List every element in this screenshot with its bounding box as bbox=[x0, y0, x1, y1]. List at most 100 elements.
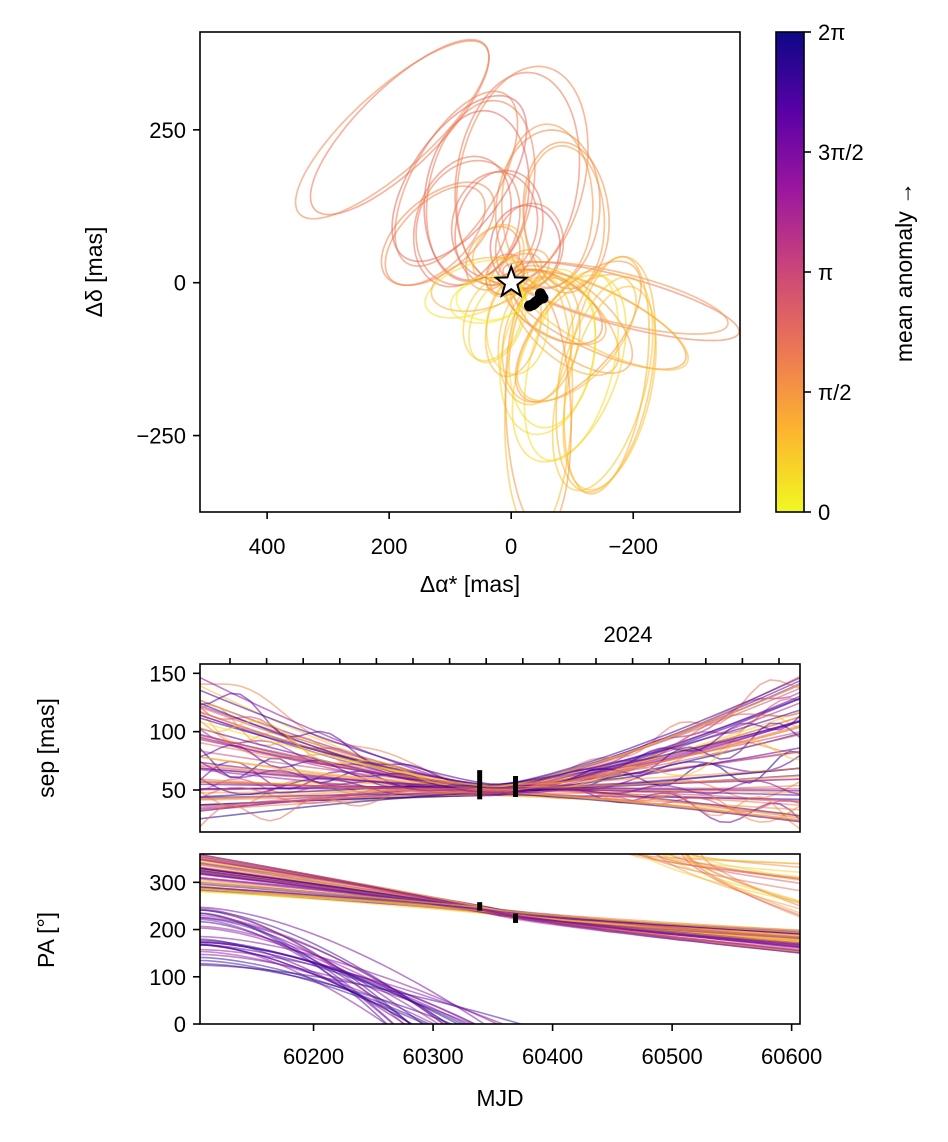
sep-curve-63 bbox=[200, 683, 800, 788]
pa-wrap-curve-14 bbox=[200, 948, 504, 1024]
orbit-12-1 bbox=[563, 255, 650, 495]
orbit-26-1 bbox=[516, 273, 637, 402]
sep-y-label: sep [mas] bbox=[33, 698, 59, 798]
sep-plot-frame bbox=[199, 663, 801, 833]
colorbar-tick-label: 2π bbox=[818, 20, 845, 45]
sep-y-ticks: 50 100 150 bbox=[149, 661, 200, 803]
orbit-5-1 bbox=[384, 185, 486, 286]
colorbar-tick-label: π bbox=[818, 260, 833, 285]
pa-observations bbox=[477, 902, 519, 923]
pa-x-ticks: 60200 60300 60400 60500 60600 bbox=[283, 1024, 822, 1069]
colorbar-tick-label: 0 bbox=[818, 500, 830, 525]
orbit-4-0 bbox=[412, 155, 512, 288]
pa-wrap-curve-50 bbox=[200, 956, 430, 1024]
orbit-24-0 bbox=[394, 90, 519, 267]
top-axis-year: 2024 bbox=[604, 622, 653, 647]
sep-y-tick-label: 100 bbox=[149, 720, 186, 745]
star-icon bbox=[493, 263, 530, 298]
sky-y-label: Δδ [mas] bbox=[81, 227, 107, 318]
pa-wrap-right-3 bbox=[657, 854, 800, 910]
pa-wrap-right-51 bbox=[661, 854, 800, 865]
orbit-4-1 bbox=[415, 159, 521, 286]
colorbar-tick-label: π/2 bbox=[818, 380, 852, 405]
star-marker bbox=[493, 263, 530, 298]
orbit-13-0 bbox=[551, 275, 654, 492]
orbit-24-1 bbox=[391, 94, 528, 263]
pa-x-tick-label: 60600 bbox=[761, 1044, 822, 1069]
sep-y-tick-label: 50 bbox=[162, 778, 186, 803]
sky-x-tick-label: 0 bbox=[505, 534, 517, 559]
pa-wrap-curve-54 bbox=[200, 914, 445, 1024]
orbit-13-1 bbox=[562, 285, 657, 491]
pa-wrap-curve-40 bbox=[200, 944, 412, 1024]
sky-x-ticks: 400 200 0 −200 bbox=[249, 512, 658, 559]
pa-wrap-right-45 bbox=[664, 854, 800, 903]
sep-plot: 50 100 150 2024 sep [mas] bbox=[33, 622, 801, 833]
pa-wrap-curve-58 bbox=[200, 941, 476, 1024]
orbit-21-1 bbox=[485, 253, 525, 296]
sep-top-ticks bbox=[229, 658, 780, 664]
pa-y-tick-label: 100 bbox=[149, 965, 186, 990]
orbit-2-1 bbox=[423, 109, 530, 281]
pa-wrap-right-12 bbox=[654, 854, 800, 885]
pa-wrap-curve-0 bbox=[200, 959, 426, 1024]
sep-curves bbox=[200, 675, 800, 830]
pa-wrap-curve-18 bbox=[200, 909, 411, 1024]
pa-wrap-curve-6 bbox=[200, 920, 412, 1024]
orbit-22-0 bbox=[454, 169, 544, 286]
pa-x-tick-label: 60400 bbox=[522, 1044, 583, 1069]
sep-curve-69 bbox=[200, 761, 800, 796]
pa-plot-frame bbox=[199, 853, 801, 1025]
sep-y-tick-label: 150 bbox=[149, 661, 186, 686]
pa-y-tick-label: 0 bbox=[174, 1012, 186, 1037]
orbit-0-0 bbox=[294, 40, 490, 220]
colorbar-label: mean anomaly → bbox=[891, 182, 917, 362]
orbit-3-1 bbox=[500, 123, 594, 289]
orbit-17-1 bbox=[484, 275, 543, 378]
sky-plot: 400 200 0 −200 −250 0 250 Δα* [mas] Δδ [mas] bbox=[81, 31, 741, 597]
pa-plot: 0 100 200 300 60200 60300 60400 60500 60600 MJD… bbox=[33, 853, 822, 1111]
sep-curve-64 bbox=[200, 733, 800, 791]
sky-observation-7 bbox=[528, 297, 540, 309]
orbit-25-1 bbox=[504, 288, 573, 512]
colorbar: 0 π/2 π 3π/2 2π mean anomaly → bbox=[775, 20, 917, 525]
pa-x-tick-label: 60200 bbox=[283, 1044, 344, 1069]
orbit-25-0 bbox=[503, 275, 574, 512]
pa-wrap-curve-52 bbox=[200, 906, 485, 1024]
pa-y-ticks: 0 100 200 300 bbox=[149, 870, 200, 1037]
pa-x-tick-label: 60300 bbox=[402, 1044, 463, 1069]
sky-x-tick-label: 400 bbox=[249, 534, 286, 559]
sep-observations bbox=[477, 770, 519, 800]
pa-wrap-curve-38 bbox=[200, 907, 405, 1024]
pa-wrap-right-9 bbox=[643, 854, 800, 892]
pa-curves bbox=[200, 854, 800, 1024]
pa-wrap-right-57 bbox=[637, 854, 800, 880]
sky-observations bbox=[523, 288, 549, 312]
sky-x-tick-label: −200 bbox=[608, 534, 658, 559]
pa-wrap-right-54 bbox=[643, 854, 800, 904]
pa-wrap-curve-56 bbox=[200, 939, 459, 1024]
sky-y-tick-label: 0 bbox=[174, 271, 186, 296]
sky-x-tick-label: 200 bbox=[371, 534, 408, 559]
sky-y-tick-label: −250 bbox=[136, 424, 186, 449]
orbit-19-0 bbox=[424, 258, 525, 319]
pa-wrap-right-48 bbox=[684, 854, 800, 914]
sky-x-label: Δα* [mas] bbox=[420, 571, 520, 597]
pa-wrap-right-18 bbox=[681, 854, 800, 917]
pa-x-label: MJD bbox=[476, 1085, 523, 1111]
pa-x-tick-label: 60500 bbox=[642, 1044, 703, 1069]
sky-plot-frame bbox=[199, 31, 741, 513]
pa-curve-59 bbox=[200, 882, 800, 934]
sep-curve-68 bbox=[200, 689, 800, 786]
orbit-16-1 bbox=[501, 276, 581, 403]
pa-wrap-curve-32 bbox=[200, 927, 439, 1024]
pa-wrap-curve-46 bbox=[200, 918, 394, 1024]
sky-y-ticks: −250 0 250 bbox=[136, 118, 200, 449]
pa-curve-58 bbox=[200, 856, 800, 951]
orbit-0-1 bbox=[309, 38, 490, 216]
pa-y-tick-label: 200 bbox=[149, 918, 186, 943]
orbit-5-0 bbox=[380, 181, 496, 287]
orbit-2-0 bbox=[425, 99, 536, 283]
colorbar-gradient bbox=[775, 31, 805, 513]
pa-wrap-curve-44 bbox=[200, 953, 472, 1024]
